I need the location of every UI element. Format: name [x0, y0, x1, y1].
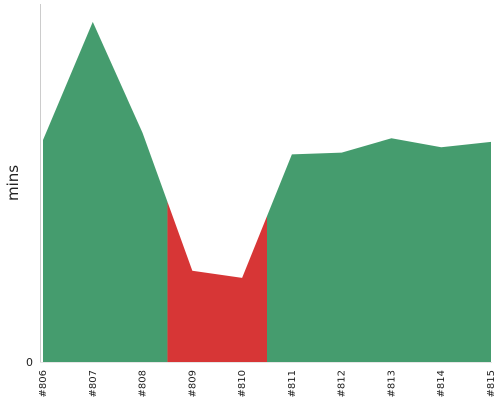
x-tick-label-3: #809	[187, 370, 198, 397]
x-tick-label-5: #811	[287, 370, 298, 397]
y-tick-labels: 0	[26, 356, 33, 369]
x-tick-label-1: #807	[88, 370, 99, 397]
area-segment-ok-0	[43, 21, 168, 363]
x-tick-label-7: #813	[386, 370, 397, 397]
x-tick-labels: #806 #807 #808 #809 #810 #811 #812 #813 #814 #815	[38, 370, 497, 397]
x-tick-label-4: #810	[237, 370, 248, 397]
area-segment-fail-1	[167, 201, 267, 362]
y-axis-label: mins	[4, 165, 22, 201]
y-tick-label-0: 0	[26, 356, 33, 369]
area-segments	[43, 21, 491, 363]
x-tick-label-8: #814	[436, 370, 447, 397]
x-tick-label-9: #815	[486, 370, 497, 397]
x-tick-label-2: #808	[138, 370, 149, 397]
area-segment-ok-2	[267, 138, 491, 362]
x-tick-label-6: #812	[337, 370, 348, 397]
x-tick-label-0: #806	[38, 370, 49, 397]
